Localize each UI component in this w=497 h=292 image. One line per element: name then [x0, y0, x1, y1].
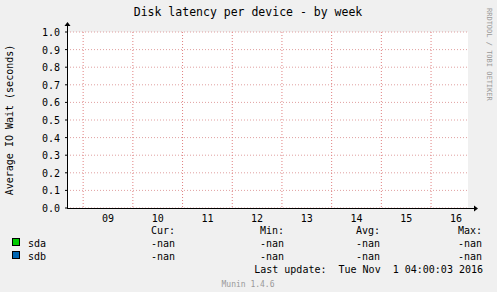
tick-label-x: 12 [251, 213, 263, 224]
tick-y [65, 67, 67, 68]
tick-y [65, 120, 67, 121]
y-axis-label: Average IO Wait (seconds) [4, 45, 15, 196]
legend-swatch [13, 252, 20, 259]
title: Disk latency per device - by week [134, 5, 363, 19]
tick-label-y: 0.3 [42, 150, 60, 161]
grid-line-x [83, 32, 84, 208]
stat-value: -nan [260, 238, 284, 249]
tick-y [65, 172, 67, 173]
legend-label: sda [28, 238, 46, 249]
tick-y [65, 32, 67, 33]
tick-label-y: 0.5 [42, 115, 60, 126]
grid-line-y [67, 102, 468, 103]
tick-label-y: 0.7 [42, 80, 60, 91]
tick-label-y: 0.6 [42, 97, 60, 108]
tick-label-y: 0.8 [42, 62, 60, 73]
tick-y [65, 84, 67, 85]
tick-label-x: 16 [450, 213, 462, 224]
grid-line-y [67, 49, 468, 50]
grid-line-y [67, 32, 468, 33]
stat-value: -nan [260, 251, 284, 262]
stat-value: -nan [458, 238, 482, 249]
stat-header: Avg: [356, 225, 380, 236]
grid-line-x [381, 32, 382, 208]
tick-label-x: 15 [400, 213, 412, 224]
grid-line-x [431, 32, 432, 208]
tick-label-y: 0.1 [42, 185, 60, 196]
watermark: RRDTOOL / TOBI OETIKER [485, 8, 493, 102]
stat-header: Min: [260, 225, 284, 236]
y-axis [67, 26, 68, 208]
grid-line-y [67, 137, 468, 138]
chart: 0.0 0.1 0.2 0.3 0.4 0.5 0.6 0.7 0.8 0.9 1.0 09 10 11 1… [0, 0, 497, 292]
tick-y [65, 155, 67, 156]
tick-label-y: 0.4 [42, 133, 60, 144]
grid-line-x [132, 32, 133, 208]
tick-label-x: 14 [350, 213, 362, 224]
tick-y [65, 102, 67, 103]
grid-line-x [331, 32, 332, 208]
footer: Munin 1.4.6 [222, 280, 275, 289]
grid-line-y [67, 120, 468, 121]
legend-label: sdb [28, 251, 46, 262]
stat-value: -nan [356, 251, 380, 262]
tick-y [65, 190, 67, 191]
grid-line-y [67, 84, 468, 85]
background [0, 0, 497, 292]
tick-label-y: 0.9 [42, 45, 60, 56]
grid-line-y [67, 67, 468, 68]
grid-line-x [232, 32, 233, 208]
tick-label-y: 0.2 [42, 168, 60, 179]
stat-header: Max: [458, 225, 482, 236]
tick-label-x: 09 [102, 213, 114, 224]
x-axis [67, 208, 474, 209]
grid-line-x [182, 32, 183, 208]
tick-label-x: 11 [201, 213, 213, 224]
tick-y [65, 208, 67, 209]
last-update: Last update: Tue Nov 1 04:00:03 2016 [254, 264, 483, 275]
grid-line-x [281, 32, 282, 208]
tick-label-y: 1.0 [42, 27, 60, 38]
stat-value: -nan [151, 251, 175, 262]
grid-line-y [67, 155, 468, 156]
y-axis-arrow [65, 22, 71, 26]
x-axis-arrow [474, 206, 478, 212]
stat-value: -nan [356, 238, 380, 249]
tick-label-y: 0.0 [42, 203, 60, 214]
stat-header: Cur: [151, 225, 175, 236]
tick-label-x: 10 [152, 213, 164, 224]
stat-value: -nan [151, 238, 175, 249]
tick-label-x: 13 [301, 213, 313, 224]
plot-area [67, 32, 468, 208]
grid-line-y [67, 172, 468, 173]
stat-value: -nan [458, 251, 482, 262]
tick-y [65, 49, 67, 50]
tick-y [65, 137, 67, 138]
legend-swatch [13, 239, 20, 246]
grid-line-y [67, 190, 468, 191]
